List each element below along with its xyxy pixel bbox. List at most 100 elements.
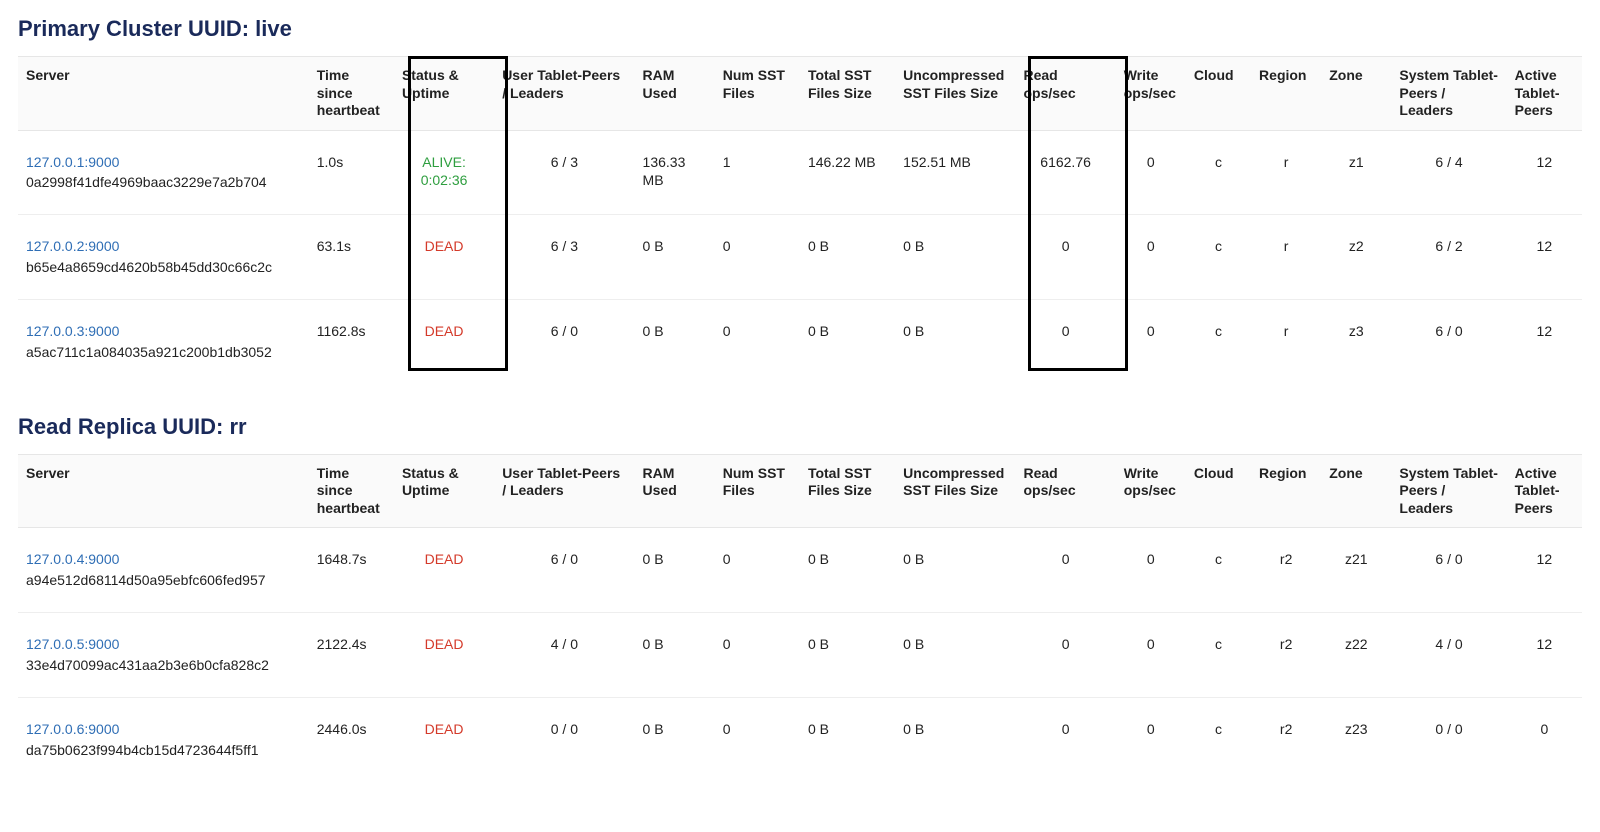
col-header: Cloud	[1186, 57, 1251, 131]
cell-uncompressed-sst-size: 0 B	[895, 300, 1015, 384]
col-header: Write ops/sec	[1116, 454, 1186, 528]
cell-read-ops: 0	[1015, 215, 1115, 300]
cell-user-tablet-peers: 6 / 0	[494, 300, 634, 384]
col-header: Write ops/sec	[1116, 57, 1186, 131]
server-link[interactable]: 127.0.0.5:9000	[26, 635, 119, 654]
cell-cloud: c	[1186, 697, 1251, 781]
cell-total-sst-size: 146.22 MB	[800, 130, 895, 215]
col-header: Read ops/sec	[1015, 454, 1115, 528]
col-header: User Tablet-Peers / Leaders	[494, 454, 634, 528]
cell-num-sst: 0	[715, 613, 800, 698]
cell-server: 127.0.0.3:9000 a5ac711c1a084035a921c200b1…	[18, 300, 309, 384]
cell-write-ops: 0	[1116, 697, 1186, 781]
col-header: Num SST Files	[715, 454, 800, 528]
cell-region: r2	[1251, 528, 1321, 613]
table-row: 127.0.0.4:9000a94e512d68114d50a95ebfc606…	[18, 528, 1582, 613]
cell-active-tablet-peers: 12	[1507, 613, 1582, 698]
col-header: System Tablet-Peers / Leaders	[1391, 57, 1506, 131]
server-link[interactable]: 127.0.0.4:9000	[26, 550, 119, 569]
cell-uncompressed-sst-size: 0 B	[895, 613, 1015, 698]
col-header: User Tablet-Peers / Leaders	[494, 57, 634, 131]
cell-read-ops: 0	[1015, 697, 1115, 781]
cell-system-tablet-peers: 0 / 0	[1391, 697, 1506, 781]
server-uuid: a5ac711c1a084035a921c200b1db3052	[26, 343, 301, 362]
col-header: Time since heartbeat	[309, 454, 394, 528]
cell-read-ops: 0	[1015, 613, 1115, 698]
cell-active-tablet-peers: 12	[1507, 528, 1582, 613]
server-link[interactable]: 127.0.0.1:9000	[26, 153, 119, 172]
table-row: 127.0.0.2:9000b65e4a8659cd4620b58b45dd30…	[18, 215, 1582, 300]
col-header: RAM Used	[635, 454, 715, 528]
col-header: Region	[1251, 57, 1321, 131]
col-header: Zone	[1321, 57, 1391, 131]
server-uuid: 33e4d70099ac431aa2b3e6b0cfa828c2	[26, 656, 301, 675]
cell-zone: z2	[1321, 215, 1391, 300]
cell-read-ops: 6162.76	[1015, 130, 1115, 215]
cell-server: 127.0.0.1:90000a2998f41dfe4969baac3229e7…	[18, 130, 309, 215]
replica-table-wrap: ServerTime since heartbeatStatus & Uptim…	[18, 454, 1582, 782]
col-header: Server	[18, 454, 309, 528]
cell-ram-used: 136.33 MB	[635, 130, 715, 215]
cell-system-tablet-peers: 4 / 0	[1391, 613, 1506, 698]
cell-user-tablet-peers: 6 / 3	[494, 215, 634, 300]
col-header: Uncompressed SST Files Size	[895, 454, 1015, 528]
col-header: Status & Uptime	[394, 57, 494, 131]
cell-total-sst-size: 0 B	[800, 528, 895, 613]
server-uuid: da75b0623f994b4cb15d4723644f5ff1	[26, 741, 301, 760]
col-header: Time since heartbeat	[309, 57, 394, 131]
col-header: Read ops/sec	[1015, 57, 1115, 131]
cell-server: 127.0.0.4:9000a94e512d68114d50a95ebfc606…	[18, 528, 309, 613]
cell-status: DEAD	[394, 215, 494, 300]
cell-ram-used: 0 B	[635, 613, 715, 698]
status-dead: DEAD	[425, 551, 464, 567]
cell-uncompressed-sst-size: 0 B	[895, 697, 1015, 781]
server-link[interactable]: 127.0.0.3:9000	[26, 322, 119, 341]
cell-status: DEAD	[394, 697, 494, 781]
status-dead: DEAD	[425, 238, 464, 254]
cell-active-tablet-peers: 0	[1507, 697, 1582, 781]
col-header: Active Tablet-Peers	[1507, 57, 1582, 131]
cell-uncompressed-sst-size: 0 B	[895, 528, 1015, 613]
cell-write-ops: 0	[1116, 613, 1186, 698]
status-dead: DEAD	[425, 323, 464, 339]
table-row: 127.0.0.5:9000 33e4d70099ac431aa2b3e6b0cf…	[18, 613, 1582, 698]
server-link[interactable]: 127.0.0.2:9000	[26, 237, 119, 256]
col-header: Zone	[1321, 454, 1391, 528]
cell-server: 127.0.0.6:9000 da75b0623f994b4cb15d472364…	[18, 697, 309, 781]
server-link[interactable]: 127.0.0.6:9000	[26, 720, 119, 739]
cell-cloud: c	[1186, 130, 1251, 215]
cell-num-sst: 0	[715, 697, 800, 781]
col-header: Total SST Files Size	[800, 454, 895, 528]
cell-active-tablet-peers: 12	[1507, 300, 1582, 384]
cell-total-sst-size: 0 B	[800, 697, 895, 781]
cell-user-tablet-peers: 0 / 0	[494, 697, 634, 781]
cell-system-tablet-peers: 6 / 0	[1391, 300, 1506, 384]
cell-region: r2	[1251, 697, 1321, 781]
cell-heartbeat: 1648.7s	[309, 528, 394, 613]
cell-system-tablet-peers: 6 / 0	[1391, 528, 1506, 613]
cell-status: DEAD	[394, 528, 494, 613]
cell-zone: z23	[1321, 697, 1391, 781]
cell-region: r	[1251, 130, 1321, 215]
cell-cloud: c	[1186, 300, 1251, 384]
cell-read-ops: 0	[1015, 528, 1115, 613]
table-row: 127.0.0.3:9000 a5ac711c1a084035a921c200b1…	[18, 300, 1582, 384]
primary-cluster-table: ServerTime since heartbeatStatus & Uptim…	[18, 56, 1582, 384]
col-header: Server	[18, 57, 309, 131]
cell-active-tablet-peers: 12	[1507, 215, 1582, 300]
cell-heartbeat: 1162.8s	[309, 300, 394, 384]
col-header: Status & Uptime	[394, 454, 494, 528]
cell-write-ops: 0	[1116, 215, 1186, 300]
status-dead: DEAD	[425, 636, 464, 652]
cell-region: r2	[1251, 613, 1321, 698]
cell-cloud: c	[1186, 613, 1251, 698]
cell-ram-used: 0 B	[635, 528, 715, 613]
cell-user-tablet-peers: 6 / 3	[494, 130, 634, 215]
cell-server: 127.0.0.2:9000b65e4a8659cd4620b58b45dd30…	[18, 215, 309, 300]
cell-region: r	[1251, 215, 1321, 300]
cell-user-tablet-peers: 6 / 0	[494, 528, 634, 613]
primary-cluster-title: Primary Cluster UUID: live	[18, 16, 1582, 42]
cell-ram-used: 0 B	[635, 697, 715, 781]
cell-cloud: c	[1186, 215, 1251, 300]
cell-user-tablet-peers: 4 / 0	[494, 613, 634, 698]
